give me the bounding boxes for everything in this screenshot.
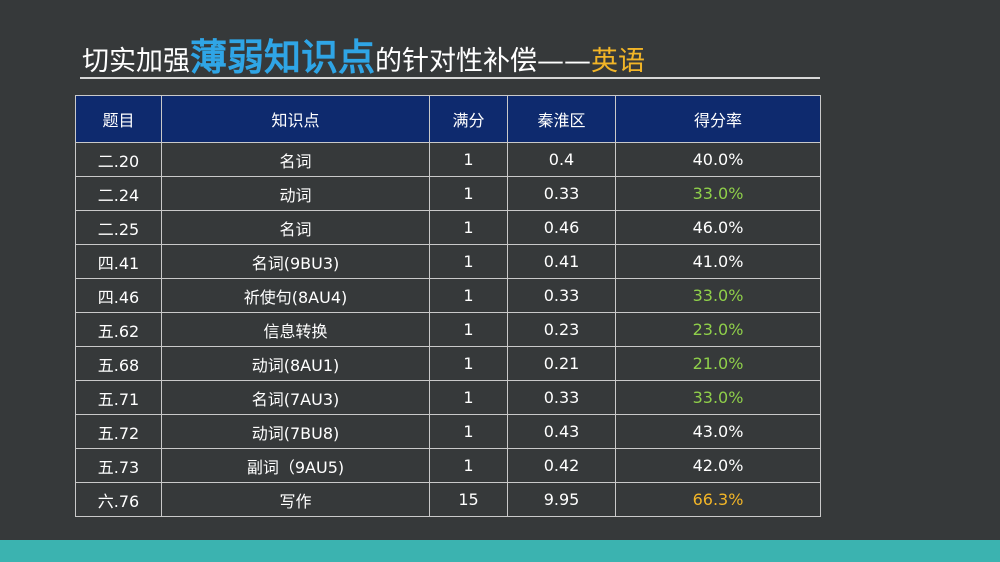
cell-item: 五.71 (75, 380, 162, 415)
cell-item: 二.24 (75, 176, 162, 211)
table-row: 四.41 名词(9BU3) 1 0.41 41.0% (75, 244, 821, 279)
cell-rate: 33.0% (615, 380, 821, 415)
cell-item: 五.62 (75, 312, 162, 347)
cell-rate: 41.0% (615, 244, 821, 279)
cell-rate: 33.0% (615, 176, 821, 211)
cell-item: 五.73 (75, 448, 162, 483)
cell-full: 1 (429, 244, 508, 279)
cell-rate: 40.0% (615, 142, 821, 177)
table-row: 五.72 动词(7BU8) 1 0.43 43.0% (75, 414, 821, 449)
table-row: 五.71 名词(7AU3) 1 0.33 33.0% (75, 380, 821, 415)
cell-full: 1 (429, 176, 508, 211)
title-emphasis: 薄弱知识点 (190, 36, 375, 79)
cell-rate: 66.3% (615, 482, 821, 517)
cell-point: 信息转换 (161, 312, 430, 347)
cell-district-score: 0.42 (507, 448, 616, 483)
cell-item: 五.68 (75, 346, 162, 381)
cell-district-score: 0.21 (507, 346, 616, 381)
table-row: 二.25 名词 1 0.46 46.0% (75, 210, 821, 245)
cell-full: 1 (429, 448, 508, 483)
cell-rate: 23.0% (615, 312, 821, 347)
cell-rate: 33.0% (615, 278, 821, 313)
score-table: 题目 知识点 满分 秦淮区 得分率 二.20 名词 1 0.4 40.0% 二.24 动词 1… (75, 95, 821, 517)
cell-district-score: 0.33 (507, 278, 616, 313)
cell-district-score: 0.43 (507, 414, 616, 449)
table-row: 五.73 副词（9AU5) 1 0.42 42.0% (75, 448, 821, 483)
table-row: 二.24 动词 1 0.33 33.0% (75, 176, 821, 211)
cell-point: 名词(7AU3) (161, 380, 430, 415)
table-header-row: 题目 知识点 满分 秦淮区 得分率 (75, 95, 821, 143)
cell-item: 四.41 (75, 244, 162, 279)
cell-full: 1 (429, 210, 508, 245)
header-full: 满分 (429, 95, 508, 143)
cell-district-score: 0.46 (507, 210, 616, 245)
cell-item: 五.72 (75, 414, 162, 449)
title-part2: 的针对性补偿—— (375, 46, 591, 77)
cell-district-score: 0.23 (507, 312, 616, 347)
cell-full: 1 (429, 278, 508, 313)
cell-rate: 21.0% (615, 346, 821, 381)
cell-full: 1 (429, 312, 508, 347)
table-row: 六.76 写作 15 9.95 66.3% (75, 482, 821, 517)
table-row: 五.68 动词(8AU1) 1 0.21 21.0% (75, 346, 821, 381)
title-divider (80, 77, 820, 79)
cell-district-score: 0.4 (507, 142, 616, 177)
cell-district-score: 0.33 (507, 380, 616, 415)
cell-point: 名词 (161, 210, 430, 245)
cell-full: 1 (429, 142, 508, 177)
cell-rate: 46.0% (615, 210, 821, 245)
cell-item: 六.76 (75, 482, 162, 517)
table-row: 五.62 信息转换 1 0.23 23.0% (75, 312, 821, 347)
cell-full: 1 (429, 346, 508, 381)
table-row: 四.46 祈使句(8AU4) 1 0.33 33.0% (75, 278, 821, 313)
cell-point: 祈使句(8AU4) (161, 278, 430, 313)
cell-point: 写作 (161, 482, 430, 517)
cell-rate: 43.0% (615, 414, 821, 449)
cell-point: 动词(8AU1) (161, 346, 430, 381)
table-row: 二.20 名词 1 0.4 40.0% (75, 142, 821, 177)
title-subject: 英语 (591, 46, 645, 77)
cell-district-score: 0.41 (507, 244, 616, 279)
cell-full: 1 (429, 414, 508, 449)
cell-point: 副词（9AU5) (161, 448, 430, 483)
cell-full: 15 (429, 482, 508, 517)
header-point: 知识点 (161, 95, 430, 143)
cell-rate: 42.0% (615, 448, 821, 483)
cell-item: 二.25 (75, 210, 162, 245)
cell-district-score: 0.33 (507, 176, 616, 211)
cell-point: 动词 (161, 176, 430, 211)
bottom-accent-bar (0, 540, 1000, 562)
cell-item: 二.20 (75, 142, 162, 177)
header-district: 秦淮区 (507, 95, 616, 143)
cell-point: 名词(9BU3) (161, 244, 430, 279)
page-title: 切实加强 薄弱知识点 的针对性补偿—— 英语 (82, 24, 645, 80)
header-item: 题目 (75, 95, 162, 143)
cell-item: 四.46 (75, 278, 162, 313)
cell-point: 名词 (161, 142, 430, 177)
cell-district-score: 9.95 (507, 482, 616, 517)
title-part1: 切实加强 (82, 46, 190, 77)
cell-full: 1 (429, 380, 508, 415)
cell-point: 动词(7BU8) (161, 414, 430, 449)
header-rate: 得分率 (615, 95, 821, 143)
